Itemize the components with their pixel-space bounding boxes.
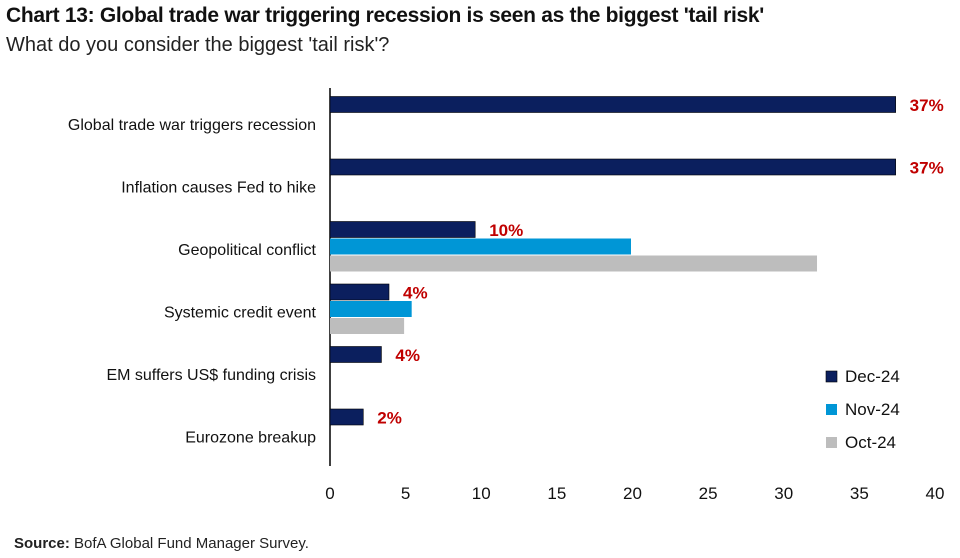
legend-label: Nov-24 (845, 400, 900, 419)
data-label: 4% (395, 346, 420, 365)
legend-swatch (825, 370, 838, 383)
legend-label: Dec-24 (845, 367, 900, 386)
chart-title: Chart 13: Global trade war triggering re… (6, 4, 764, 27)
x-tick-label: 35 (850, 484, 869, 503)
bar-Dec-24 (329, 346, 382, 363)
bar-Oct-24 (330, 255, 818, 272)
data-label: 4% (403, 284, 428, 303)
x-tick-label: 20 (623, 484, 642, 503)
x-tick-label: 10 (472, 484, 491, 503)
x-tick-label: 40 (926, 484, 945, 503)
source-note: Source: BofA Global Fund Manager Survey. (14, 535, 309, 552)
bar-Dec-24 (329, 158, 896, 176)
bar-Dec-24 (329, 96, 896, 113)
bar-Oct-24 (330, 318, 405, 334)
source-label: Source: (14, 535, 70, 552)
x-tick-label: 30 (774, 484, 793, 503)
chart-subtitle: What do you consider the biggest 'tail r… (6, 34, 390, 56)
bar-Dec-24 (329, 283, 390, 301)
source-text: BofA Global Fund Manager Survey. (69, 535, 309, 552)
legend-swatch (826, 437, 837, 448)
x-tick-label: 25 (699, 484, 718, 503)
category-label: Global trade war triggers recession (68, 117, 316, 134)
x-tick-label: 5 (401, 484, 410, 503)
bar-Dec-24 (329, 221, 476, 238)
category-label: Eurozone breakup (185, 430, 316, 447)
x-tick-label: 0 (325, 484, 334, 503)
x-tick-label: 15 (547, 484, 566, 503)
data-label: 2% (377, 409, 402, 428)
category-label: Inflation causes Fed to hike (121, 180, 316, 197)
category-label: Geopolitical conflict (178, 242, 316, 259)
data-label: 37% (910, 159, 944, 178)
bar-Nov-24 (330, 301, 412, 317)
category-label: EM suffers US$ funding crisis (106, 367, 316, 384)
bar-Dec-24 (329, 408, 364, 426)
category-label: Systemic credit event (164, 305, 317, 322)
legend-label: Oct-24 (845, 433, 896, 452)
legend-swatch (826, 404, 837, 415)
data-label: 10% (489, 221, 523, 240)
bar-Nov-24 (330, 238, 631, 255)
data-label: 37% (910, 96, 944, 115)
